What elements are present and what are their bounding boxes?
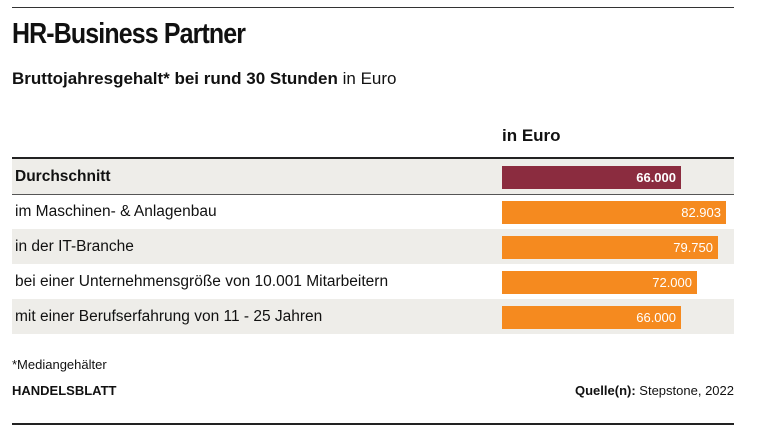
chart-title: HR-Business Partner [12, 18, 246, 50]
row-divider [12, 194, 734, 195]
bar-value-label: 66.000 [636, 310, 676, 325]
table-row: in der IT-Branche 79.750 [12, 229, 734, 264]
category-label: in der IT-Branche [15, 238, 134, 255]
chart-subtitle: Bruttojahresgehalt* bei rund 30 Stunden … [12, 69, 396, 89]
bottom-rule [12, 423, 734, 425]
category-label: im Maschinen- & Anlagenbau [15, 203, 217, 220]
bar: 82.903 [502, 201, 726, 224]
category-label: Durchschnitt [15, 168, 111, 185]
table-row: bei einer Unternehmensgröße von 10.001 M… [12, 264, 734, 299]
bar: 66.000 [502, 166, 681, 189]
subtitle-bold: Bruttojahresgehalt* bei rund 30 Stunden [12, 69, 338, 88]
value-column-header: in Euro [502, 126, 561, 145]
top-rule [12, 7, 734, 8]
table-row: Durchschnitt 66.000 [12, 159, 734, 194]
subtitle-unit: in Euro [342, 69, 397, 88]
bar: 79.750 [502, 236, 718, 259]
category-label: mit einer Berufserfahrung von 11 - 25 Ja… [15, 308, 323, 325]
bar-value-label: 82.903 [681, 205, 721, 220]
table-row: im Maschinen- & Anlagenbau 82.903 [12, 194, 734, 229]
bar-value-label: 79.750 [673, 240, 713, 255]
bar: 72.000 [502, 271, 697, 294]
table-row: mit einer Berufserfahrung von 11 - 25 Ja… [12, 299, 734, 334]
publisher-brand: HANDELSBLATT [12, 383, 117, 398]
table-top-rule [12, 157, 734, 159]
bar-value-label: 66.000 [636, 170, 676, 185]
bar: 66.000 [502, 306, 681, 329]
category-label: bei einer Unternehmensgröße von 10.001 M… [15, 273, 389, 290]
source-credit: Quelle(n): Stepstone, 2022 [575, 383, 734, 398]
source-value: Stepstone, 2022 [639, 383, 734, 398]
footnote: *Mediangehälter [12, 357, 107, 372]
bar-value-label: 72.000 [652, 275, 692, 290]
source-label: Quelle(n): [575, 383, 636, 398]
